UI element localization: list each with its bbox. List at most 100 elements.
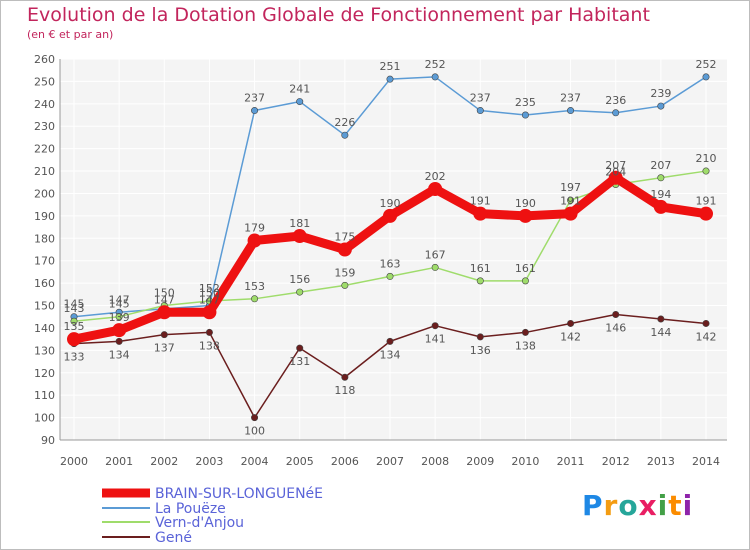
data-point [476, 107, 484, 115]
data-label: 144 [650, 326, 671, 339]
data-label: 152 [199, 282, 220, 295]
y-tick-label: 170 [34, 255, 55, 268]
data-label: 163 [380, 257, 401, 270]
x-tick-label: 2008 [421, 455, 449, 468]
x-tick-label: 2007 [376, 455, 404, 468]
series-line [73, 76, 707, 318]
y-tick-label: 230 [34, 120, 55, 133]
data-point [160, 331, 168, 339]
y-tick-label: 260 [34, 53, 55, 66]
data-label: 134 [380, 348, 401, 361]
y-tick-label: 180 [34, 232, 55, 245]
data-point [337, 242, 352, 257]
data-label: 191 [560, 195, 581, 208]
data-point [563, 206, 578, 221]
data-label: 138 [515, 339, 536, 352]
data-point [157, 305, 172, 320]
data-label: 142 [696, 330, 717, 343]
data-label: 146 [605, 321, 626, 334]
data-label: 143 [64, 302, 85, 315]
y-tick-label: 220 [34, 143, 55, 156]
x-tick-label: 2014 [692, 455, 720, 468]
data-point [251, 295, 259, 303]
y-tick-label: 210 [34, 165, 55, 178]
data-label: 194 [650, 188, 671, 201]
data-point [341, 281, 349, 289]
data-label: 159 [334, 266, 355, 279]
data-point [70, 317, 78, 325]
legend-label: BRAIN-SUR-LONGUENéE [155, 486, 323, 502]
data-label: 100 [244, 425, 265, 438]
x-tick-label: 2009 [466, 455, 494, 468]
x-tick-label: 2011 [557, 455, 585, 468]
data-label: 236 [605, 94, 626, 107]
data-point [296, 288, 304, 296]
data-label: 241 [289, 83, 310, 96]
data-point [431, 263, 439, 271]
data-label: 210 [696, 152, 717, 165]
x-tick-label: 2001 [105, 455, 133, 468]
data-label: 138 [199, 339, 220, 352]
data-label: 145 [64, 298, 85, 311]
data-point [657, 315, 665, 323]
data-label: 150 [199, 287, 220, 300]
y-tick-label: 90 [41, 434, 55, 447]
data-label: 134 [109, 348, 130, 361]
data-label: 235 [515, 96, 536, 109]
data-point [608, 170, 623, 185]
data-label: 251 [380, 60, 401, 73]
x-tick-label: 2002 [150, 455, 178, 468]
data-point [386, 75, 394, 83]
data-label: 139 [109, 311, 130, 324]
data-point [296, 98, 304, 106]
data-label: 237 [560, 92, 581, 105]
data-label: 202 [425, 170, 446, 183]
data-label: 207 [605, 159, 626, 172]
y-tick-label: 190 [34, 210, 55, 223]
data-point [653, 199, 668, 214]
y-tick-label: 250 [34, 75, 55, 88]
data-label: 190 [515, 197, 536, 210]
y-tick-label: 160 [34, 277, 55, 290]
data-point [115, 337, 123, 345]
data-point [428, 181, 443, 196]
data-point [612, 310, 620, 318]
data-label: 145 [109, 298, 130, 311]
data-label: 137 [154, 342, 175, 355]
data-point [567, 196, 575, 204]
y-tick-label: 100 [34, 412, 55, 425]
data-label: 135 [64, 320, 85, 333]
data-point [251, 107, 259, 115]
data-label: 147 [154, 293, 175, 306]
data-label: 181 [289, 217, 310, 230]
data-label: 131 [289, 355, 310, 368]
data-point [518, 208, 533, 223]
data-label: 175 [334, 231, 355, 244]
data-point [702, 319, 710, 327]
proxiti-logo: Proxiti [582, 489, 694, 522]
x-tick-label: 2000 [60, 455, 88, 468]
data-label: 191 [470, 195, 491, 208]
data-label: 190 [380, 197, 401, 210]
data-point [612, 109, 620, 117]
data-point [431, 322, 439, 330]
data-point [521, 111, 529, 119]
data-label: 141 [425, 333, 446, 346]
data-point [251, 414, 259, 422]
data-label: 161 [515, 262, 536, 275]
data-label: 118 [334, 384, 355, 397]
data-point [341, 373, 349, 381]
data-point [205, 328, 213, 336]
data-point [112, 323, 127, 338]
data-point [296, 344, 304, 352]
data-point [386, 272, 394, 280]
data-label: 142 [560, 330, 581, 343]
data-point [476, 333, 484, 341]
y-tick-label: 110 [34, 389, 55, 402]
x-tick-label: 2010 [511, 455, 539, 468]
data-point [567, 107, 575, 115]
data-point [476, 277, 484, 285]
data-point [702, 73, 710, 81]
data-label: 191 [696, 195, 717, 208]
data-point [699, 206, 713, 221]
